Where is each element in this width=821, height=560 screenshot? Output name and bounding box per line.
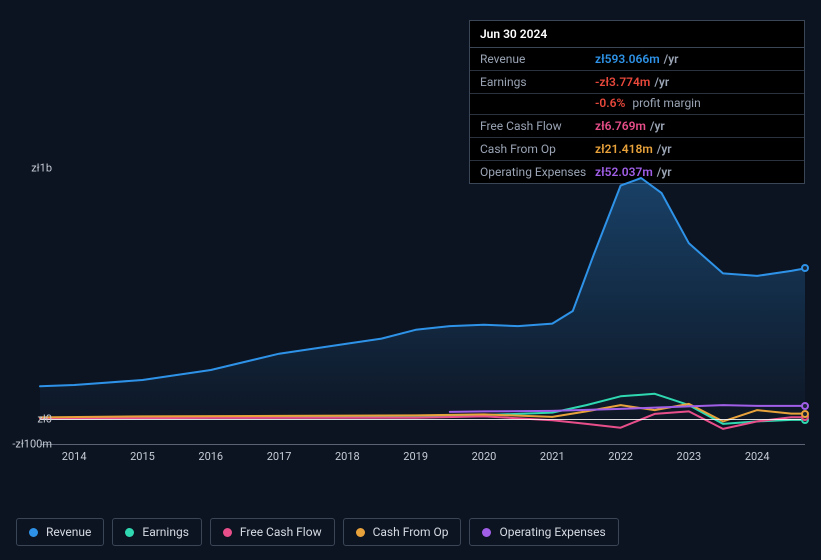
series-end-marker-cfo: [801, 410, 809, 418]
x-axis-label: 2019: [403, 450, 428, 463]
tooltip-row: Free Cash Flowzł6.769m/yr: [470, 115, 804, 138]
tooltip-row: Earnings-zł3.774m/yr: [470, 71, 804, 94]
series-end-marker-revenue: [801, 264, 809, 272]
x-axis-label: 2014: [62, 450, 87, 463]
financials-chart: 2014 2015 2016 2017 2018 2019 2020 2021 2022 2023…: [16, 160, 805, 480]
legend-item-cfo[interactable]: Cash From Op: [343, 518, 462, 546]
x-axis-label: 2024: [745, 450, 770, 463]
tooltip-row: Revenuezł593.066m/yr: [470, 48, 804, 71]
x-axis-label: 2017: [267, 450, 292, 463]
y-axis-label: zł1b: [31, 162, 52, 175]
y-axis-label: zł0: [37, 412, 52, 425]
tooltip-metric-value: zł593.066m/yr: [595, 52, 678, 66]
legend-dot-icon: [356, 528, 365, 537]
x-axis-label: 2020: [472, 450, 497, 463]
tooltip-metric-label: Earnings: [480, 75, 595, 89]
tooltip-metric-label: Revenue: [480, 52, 595, 66]
series-area-revenue: [40, 178, 805, 419]
legend-dot-icon: [125, 528, 134, 537]
tooltip-date: Jun 30 2024: [470, 21, 804, 48]
legend-item-opex[interactable]: Operating Expenses: [469, 518, 618, 546]
legend-item-revenue[interactable]: Revenue: [16, 518, 104, 546]
tooltip-metric-suffix: /yr: [657, 142, 672, 156]
y-axis-label: -zł100m: [12, 438, 52, 451]
tooltip-metric-suffix: /yr: [650, 119, 665, 133]
tooltip-metric-suffix: /yr: [654, 75, 669, 89]
legend-label: Cash From Op: [373, 525, 449, 539]
tooltip-metric-suffix: /yr: [664, 52, 679, 66]
legend-label: Operating Expenses: [499, 525, 605, 539]
tooltip-metric-value: -zł3.774m/yr: [595, 75, 669, 89]
x-axis-label: 2015: [130, 450, 155, 463]
legend-label: Free Cash Flow: [240, 525, 322, 539]
gridline: [40, 444, 805, 445]
x-axis-label: 2021: [540, 450, 565, 463]
tooltip-metric-label: Cash From Op: [480, 142, 595, 156]
legend-label: Earnings: [142, 525, 189, 539]
tooltip-metric-value: zł6.769m/yr: [595, 119, 665, 133]
legend-item-fcf[interactable]: Free Cash Flow: [210, 518, 335, 546]
x-axis-label: 2018: [335, 450, 360, 463]
legend-dot-icon: [223, 528, 232, 537]
chart-legend: Revenue Earnings Free Cash Flow Cash From O…: [16, 518, 619, 546]
x-axis-label: 2022: [608, 450, 633, 463]
legend-label: Revenue: [46, 525, 91, 539]
x-axis-label: 2023: [677, 450, 702, 463]
tooltip-metric-label: Free Cash Flow: [480, 119, 595, 133]
tooltip-subrow: -0.6% profit margin: [470, 94, 804, 115]
x-axis-label: 2016: [198, 450, 223, 463]
zero-baseline: [40, 419, 805, 420]
tooltip-row: Cash From Opzł21.418m/yr: [470, 138, 804, 161]
legend-item-earnings[interactable]: Earnings: [112, 518, 202, 546]
tooltip-metric-value: zł21.418m/yr: [595, 142, 672, 156]
legend-dot-icon: [29, 528, 38, 537]
legend-dot-icon: [482, 528, 491, 537]
series-end-marker-opex: [801, 402, 809, 410]
